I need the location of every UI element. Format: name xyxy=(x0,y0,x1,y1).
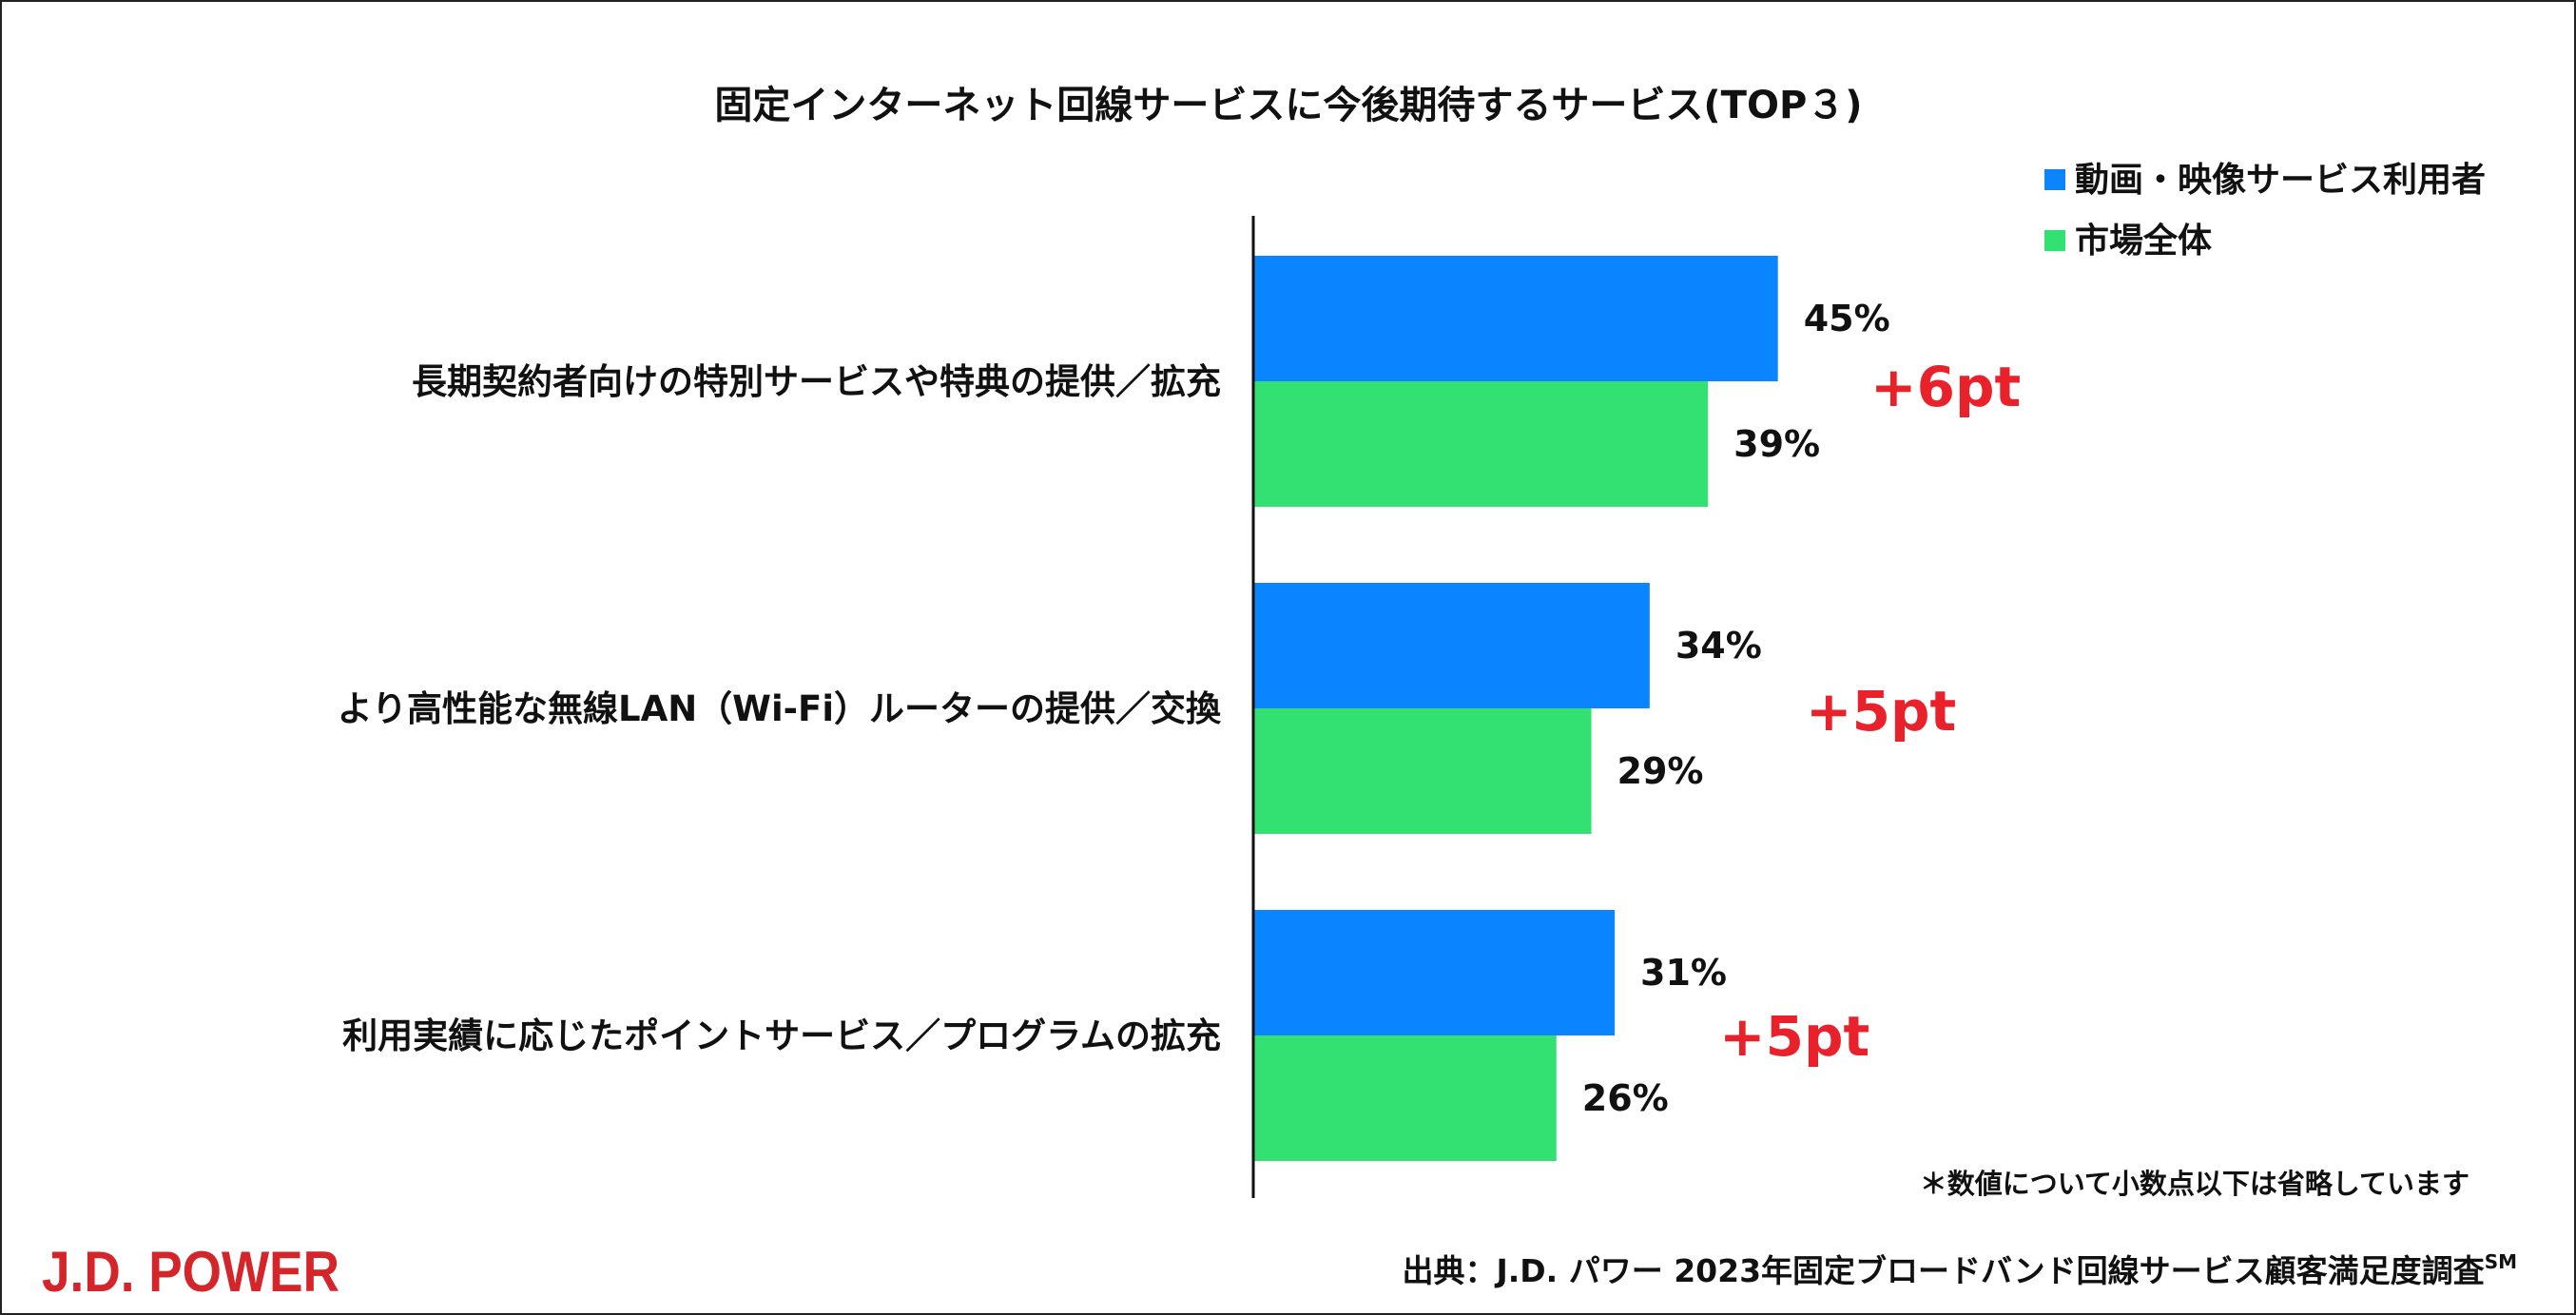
source-note: 出典：J.D. パワー 2023年固定ブロードバンド回線サービス顧客満足度調査S… xyxy=(1402,1250,2517,1289)
chart-title: 固定インターネット回線サービスに今後期待するサービス(TOP３) xyxy=(714,84,1862,127)
difference-label: +5pt xyxy=(1719,1004,1869,1069)
legend-swatch-video-users xyxy=(2044,169,2065,190)
source-superscript: SM xyxy=(2485,1250,2517,1273)
bar-video-users xyxy=(1253,583,1650,708)
source-text: 出典：J.D. パワー 2023年固定ブロードバンド回線サービス顧客満足度調査 xyxy=(1402,1252,2484,1289)
value-label: 29% xyxy=(1617,750,1704,792)
bars-group: 長期契約者向けの特別サービスや特典の提供／拡充 45% 39% +6pt より高性能な無… xyxy=(338,256,2021,1161)
legend: 動画・映像サービス利用者 市場全体 xyxy=(2044,161,2486,261)
category-label: 長期契約者向けの特別サービスや特典の提供／拡充 xyxy=(412,361,1221,402)
category-label: 利用実績に応じたポイントサービス／プログラムの拡充 xyxy=(342,1015,1221,1056)
bar-market-total xyxy=(1253,381,1709,507)
value-label: 34% xyxy=(1675,625,1762,667)
bar-market-total xyxy=(1253,1035,1557,1161)
bar-video-users xyxy=(1253,910,1616,1035)
legend-label-video-users: 動画・映像サービス利用者 xyxy=(2075,161,2486,200)
difference-label: +6pt xyxy=(1870,355,2021,419)
value-label: 45% xyxy=(1804,298,1890,339)
legend-label-market-total: 市場全体 xyxy=(2075,221,2212,261)
jd-power-logo: J.D. POWER xyxy=(42,1240,339,1304)
footnote: ＊数値について小数点以下は省略しています xyxy=(1920,1168,2469,1200)
value-label: 31% xyxy=(1640,952,1727,994)
difference-label: +5pt xyxy=(1806,679,1956,744)
category-label: より高性能な無線LAN（Wi-Fi）ルーターの提供／交換 xyxy=(338,688,1222,729)
value-label: 26% xyxy=(1582,1077,1669,1119)
legend-swatch-market-total xyxy=(2044,230,2065,251)
bar-video-users xyxy=(1253,256,1778,381)
value-label: 39% xyxy=(1733,423,1820,465)
bar-market-total xyxy=(1253,708,1592,834)
